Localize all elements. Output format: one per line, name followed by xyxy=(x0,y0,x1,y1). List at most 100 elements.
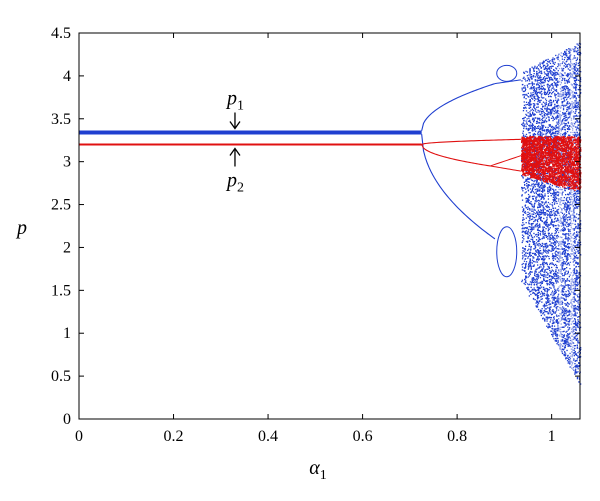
p1-point xyxy=(557,93,559,95)
p1-point xyxy=(563,278,565,280)
p1-point xyxy=(568,91,570,93)
p1-point xyxy=(534,65,536,67)
p1-point xyxy=(535,181,538,183)
p1-point xyxy=(540,314,542,317)
p1-point xyxy=(576,84,578,86)
p1-point xyxy=(541,280,543,282)
p1-point xyxy=(525,104,527,106)
p1-point xyxy=(532,252,534,255)
p1-point xyxy=(577,355,579,357)
p1-point xyxy=(566,203,568,205)
p1-point xyxy=(564,220,566,222)
p1-point xyxy=(563,334,566,336)
p1-point xyxy=(533,180,535,183)
p1-point xyxy=(540,252,542,254)
p1-point xyxy=(527,112,529,114)
p1-point xyxy=(528,275,531,277)
p1-point xyxy=(542,101,545,103)
p1-point xyxy=(531,128,534,130)
p1-point xyxy=(569,337,571,339)
p1-point xyxy=(542,252,544,254)
p1-point xyxy=(521,269,523,271)
p1-point xyxy=(554,296,556,298)
p1-point xyxy=(540,179,542,182)
p1-point xyxy=(568,48,570,50)
p1-point xyxy=(547,126,549,129)
p1-point xyxy=(541,78,544,81)
p1-point xyxy=(573,50,575,53)
p1-point xyxy=(561,128,563,131)
p1-point xyxy=(544,94,547,96)
p1-point xyxy=(541,310,543,312)
p1-point xyxy=(554,95,556,97)
p1-point xyxy=(578,249,581,251)
p1-point xyxy=(551,290,554,292)
p1-point xyxy=(553,203,556,205)
p1-point xyxy=(555,99,557,101)
p1-point xyxy=(574,322,577,324)
p1-point xyxy=(555,127,557,129)
p1-point xyxy=(526,71,529,73)
p1-point xyxy=(563,307,565,309)
p1-point xyxy=(575,110,577,113)
p1-point xyxy=(534,186,536,188)
p1-point xyxy=(572,272,575,274)
p1-point xyxy=(567,293,569,295)
p1-point xyxy=(541,110,543,113)
p1-point xyxy=(577,342,579,344)
p1-point xyxy=(536,183,538,186)
p1-point xyxy=(555,90,557,92)
p1-point xyxy=(536,261,539,263)
p1-point xyxy=(567,338,569,340)
p1-point xyxy=(557,341,559,343)
p1-point xyxy=(535,92,537,94)
p1-point xyxy=(527,96,529,98)
p1-point xyxy=(567,242,569,245)
p1-point xyxy=(545,133,547,135)
p1-point xyxy=(568,311,570,313)
p1-point xyxy=(580,254,582,256)
p1-point xyxy=(567,204,569,206)
p1-point xyxy=(526,84,528,86)
p1-point xyxy=(545,308,547,310)
p1-point xyxy=(549,213,551,215)
p1-point xyxy=(574,347,576,350)
p1-point xyxy=(544,255,546,257)
p1-point xyxy=(575,321,577,323)
p1-point xyxy=(575,100,577,102)
p1-point xyxy=(568,92,570,94)
p1-point xyxy=(526,240,529,242)
p1-point xyxy=(550,208,552,211)
p1-point xyxy=(532,109,535,112)
p1-point xyxy=(578,342,580,344)
p1-point xyxy=(534,245,536,247)
p1-point xyxy=(564,263,566,265)
p1-point xyxy=(569,215,572,217)
p1-point xyxy=(563,98,566,100)
p1-point xyxy=(551,202,554,204)
p1-point xyxy=(543,237,545,239)
p1-point xyxy=(567,88,569,90)
p1-point xyxy=(543,68,545,70)
p1-point xyxy=(522,176,524,178)
p1-point xyxy=(539,195,542,197)
p1-point xyxy=(554,243,556,246)
p1-point xyxy=(572,293,575,295)
p1-point xyxy=(575,225,577,228)
p1-point xyxy=(533,283,535,285)
p1-point xyxy=(574,80,576,82)
p1-point xyxy=(567,254,569,256)
p1-point xyxy=(537,122,539,124)
p1-point xyxy=(575,59,577,62)
p1-point xyxy=(524,150,526,152)
p1-point xyxy=(576,376,579,379)
p1-point xyxy=(578,350,580,352)
p1-point xyxy=(536,83,538,85)
p1-point xyxy=(563,291,565,293)
p1-point xyxy=(547,80,549,82)
p1-point xyxy=(536,89,538,91)
p1-point xyxy=(551,168,554,171)
p1-point xyxy=(574,241,576,243)
p1-point xyxy=(525,281,527,284)
p1-point xyxy=(564,286,566,288)
